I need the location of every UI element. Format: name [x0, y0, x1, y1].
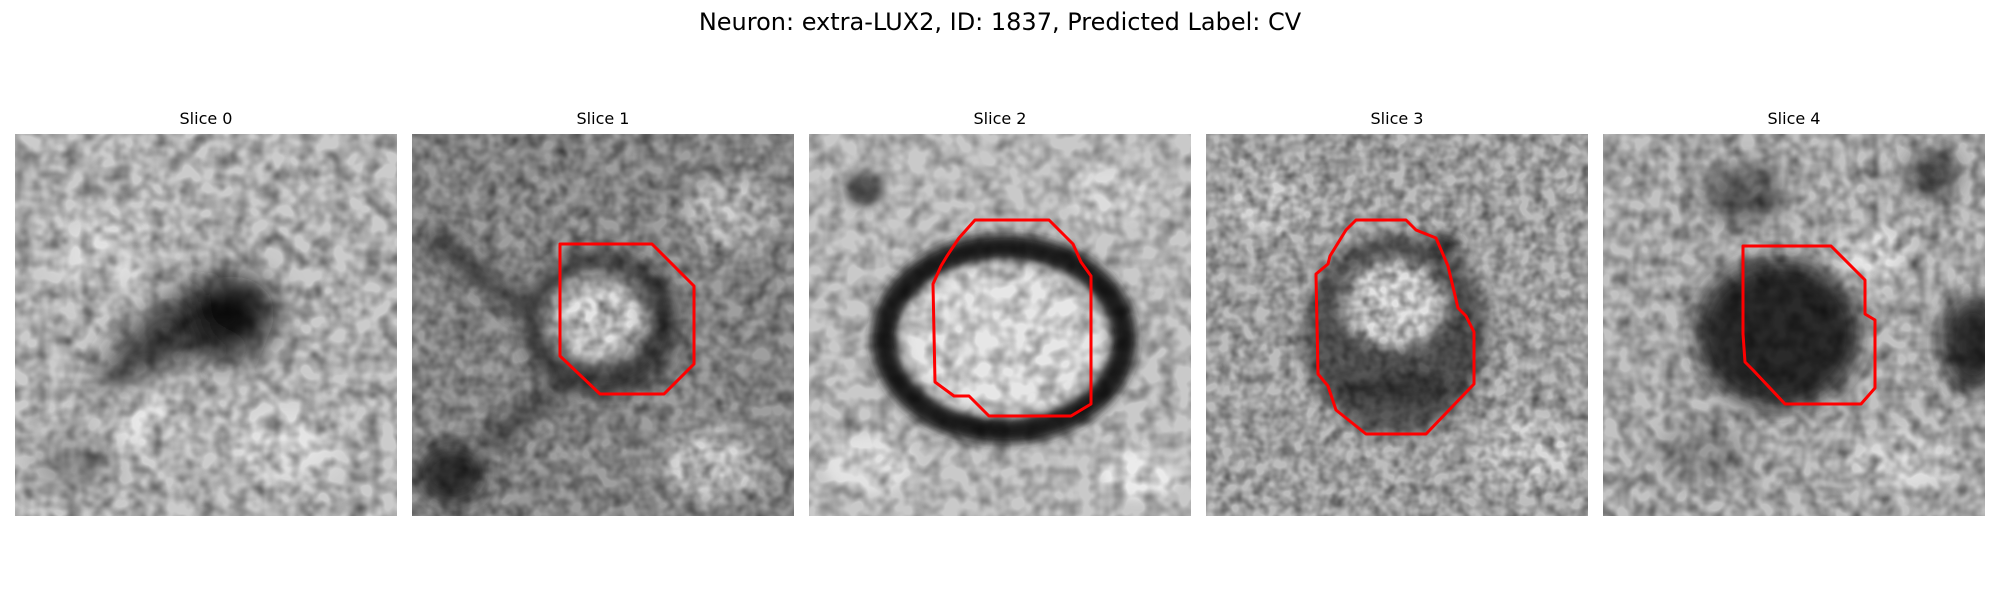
slice-image [1206, 134, 1588, 516]
slice-panel-3: Slice 3 [1206, 108, 1588, 516]
slice-title: Slice 3 [1370, 109, 1424, 128]
slice-image [15, 134, 397, 516]
slice-panel-4: Slice 4 [1603, 108, 1985, 516]
cell-outline [1741, 244, 1877, 406]
cell-outline [1314, 218, 1476, 436]
slice-image [1603, 134, 1985, 516]
slice-panel-1: Slice 1 [412, 108, 794, 516]
slice-image [809, 134, 1191, 516]
slice-title: Slice 2 [973, 109, 1027, 128]
slice-image [412, 134, 794, 516]
slice-title: Slice 4 [1767, 109, 1821, 128]
slice-title: Slice 1 [576, 109, 630, 128]
figure-title: Neuron: extra-LUX2, ID: 1837, Predicted … [698, 8, 1302, 36]
slice-title: Slice 0 [179, 109, 233, 128]
slice-panel-2: Slice 2 [809, 108, 1191, 516]
cell-outline [558, 242, 696, 396]
slice-panel-0: Slice 0 [15, 108, 397, 516]
cell-outline [931, 218, 1093, 418]
